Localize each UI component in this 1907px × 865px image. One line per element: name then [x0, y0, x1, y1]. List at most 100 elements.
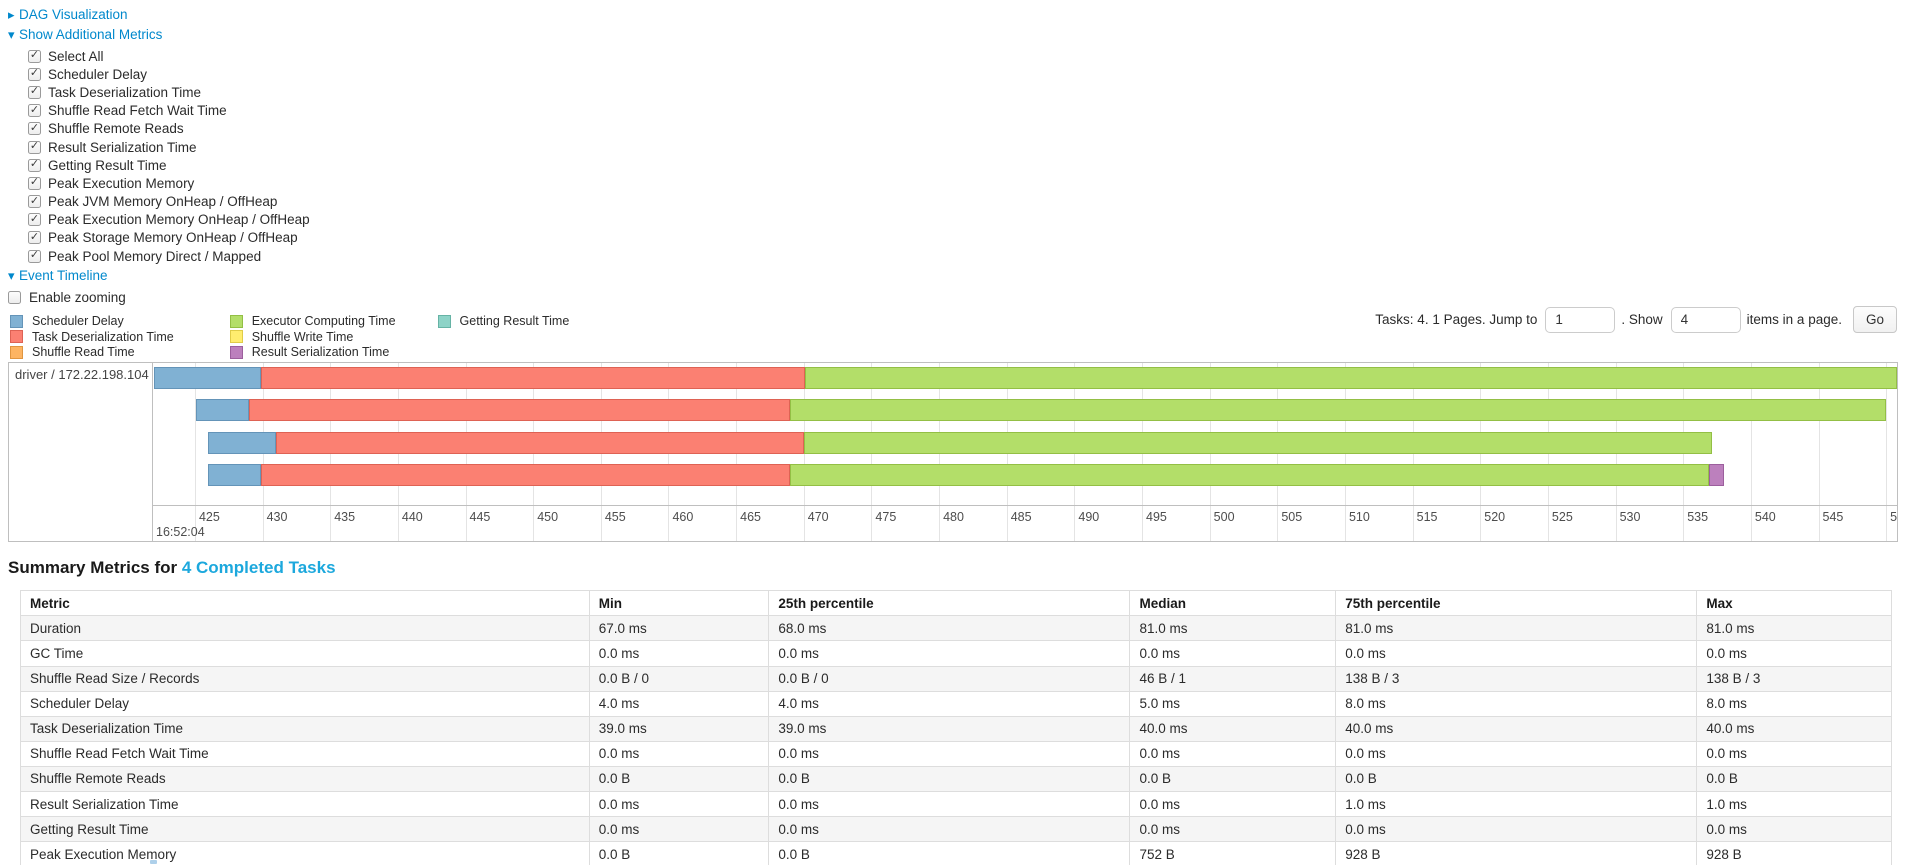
- checkbox-peak-execution-memory-onheap-offheap[interactable]: [28, 213, 41, 227]
- go-button[interactable]: Go: [1852, 306, 1897, 334]
- metric-value-cell: 0.0 ms: [1335, 740, 1698, 767]
- task-2-executor-computing-bar[interactable]: [803, 432, 1712, 455]
- checkbox-shuffle-read-fetch-wait-time[interactable]: [28, 104, 41, 118]
- task-1-scheduler-delay-bar[interactable]: [196, 399, 250, 422]
- axis-tick-label: 500: [1213, 510, 1235, 525]
- column-header-min: Min: [588, 590, 770, 617]
- table-row-getting-result-time: Getting Result Time 0.0 ms 0.0 ms 0.0 ms 0.0…: [20, 816, 1892, 843]
- table-row-gc-time: GC Time 0.0 ms 0.0 ms 0.0 ms 0.0 ms 0.0 ms: [20, 640, 1892, 667]
- metric-value-cell: 81.0 ms: [1696, 615, 1892, 642]
- axis-tick-label: 505: [1281, 510, 1303, 525]
- checkbox-label: Scheduler Delay: [48, 66, 148, 82]
- table-row-peak-execution-memory: Peak Execution Memory 0.0 B 0.0 B 752 B 928 …: [20, 841, 1892, 865]
- jump-to-page-input[interactable]: [1545, 306, 1616, 333]
- axis-tick-label: 470: [807, 510, 829, 525]
- axis-tick-label: 520: [1484, 510, 1506, 525]
- axis-tick-label: 425: [198, 510, 220, 525]
- task-0-executor-computing-bar[interactable]: [805, 367, 1897, 390]
- metric-value-cell: 138 B / 3: [1696, 665, 1892, 692]
- axis-tick-label: 495: [1146, 510, 1167, 525]
- summary-metrics-table: Metric Min 25th percentile Median 75th perce…: [20, 590, 1892, 865]
- axis-tick-label: 515: [1416, 510, 1438, 525]
- task-3-scheduler-delay-bar[interactable]: [208, 464, 262, 487]
- checkbox-select-all[interactable]: [28, 49, 41, 63]
- checkbox-task-deserialization-time[interactable]: [28, 85, 41, 99]
- metric-checkbox-row-peak-storage-memory-onheap-offheap: Peak Storage Memory OnHeap / OffHeap: [8, 229, 1899, 247]
- metric-value-cell: 752 B: [1129, 841, 1337, 865]
- axis-tick-label: 550: [1890, 510, 1897, 525]
- items-per-page-input[interactable]: [1670, 306, 1741, 333]
- axis-tick-label: 460: [672, 510, 694, 525]
- legend-item-shuffle-write: Shuffle Write Time: [229, 329, 396, 345]
- metric-value-cell: 0.0 ms: [588, 740, 770, 767]
- metric-value-cell: 0.0 ms: [768, 816, 1131, 843]
- table-row-shuffle-read-size-records: Shuffle Read Size / Records 0.0 B / 0 0.0 …: [20, 665, 1892, 692]
- axis-tick-label: 525: [1551, 510, 1573, 525]
- checkbox-getting-result-time[interactable]: [28, 158, 41, 172]
- checkbox-label: Peak Storage Memory OnHeap / OffHeap: [48, 230, 298, 246]
- metric-name-cell: Duration: [20, 615, 590, 642]
- metric-value-cell: 928 B: [1696, 841, 1892, 865]
- metric-value-cell: 0.0 ms: [768, 640, 1131, 667]
- metric-value-cell: 0.0 B: [1129, 765, 1337, 793]
- completed-tasks-link[interactable]: 4 Completed Tasks: [181, 558, 336, 578]
- metric-checkbox-row-shuffle-remote-reads: Shuffle Remote Reads: [8, 120, 1899, 138]
- table-row-shuffle-remote-reads: Shuffle Remote Reads 0.0 B 0.0 B 0.0 B 0.0 B…: [20, 765, 1892, 793]
- checkbox-scheduler-delay[interactable]: [28, 67, 41, 81]
- task-2-scheduler-delay-bar[interactable]: [208, 432, 277, 455]
- pagination-mid: . Show: [1621, 312, 1663, 328]
- timeline-group-column: driver / 172.22.198.104: [9, 363, 153, 542]
- task-2-task-deserialization-bar[interactable]: [276, 432, 804, 455]
- metric-name-cell: GC Time: [20, 640, 590, 667]
- executor-group-label: driver / 172.22.198.104: [15, 367, 149, 383]
- cutoff-element: [150, 860, 157, 864]
- task-1-task-deserialization-bar[interactable]: [249, 399, 791, 422]
- pagination-prefix: Tasks: 4. 1 Pages. Jump to: [1375, 312, 1538, 328]
- executor-computing-swatch-icon: [229, 314, 243, 328]
- task-1-executor-computing-bar[interactable]: [790, 399, 1887, 422]
- checkbox-label: Task Deserialization Time: [48, 84, 202, 100]
- checkbox-peak-pool-memory-direct-mapped[interactable]: [28, 249, 41, 263]
- show-additional-metrics-toggle[interactable]: ▾ Show Additional Metrics: [8, 27, 1899, 42]
- legend-label: Shuffle Write Time: [251, 329, 354, 344]
- metric-checkbox-row-peak-pool-memory-direct-mapped: Peak Pool Memory Direct / Mapped: [8, 247, 1899, 265]
- checkbox-shuffle-remote-reads[interactable]: [28, 122, 41, 136]
- metric-value-cell: 0.0 ms: [1129, 740, 1337, 767]
- task-3-executor-computing-bar[interactable]: [790, 464, 1709, 487]
- task-3-result-serialization-bar[interactable]: [1708, 464, 1724, 487]
- timeline-legend: Scheduler Delay Task Deserialization Time…: [10, 313, 1899, 360]
- metric-value-cell: 928 B: [1335, 841, 1698, 865]
- metric-value-cell: 0.0 ms: [1696, 740, 1892, 767]
- metric-checkbox-row-peak-jvm-memory-onheap-offheap: Peak JVM Memory OnHeap / OffHeap: [8, 193, 1899, 211]
- metric-value-cell: 0.0 ms: [588, 790, 770, 818]
- legend-label: Shuffle Read Time: [32, 345, 135, 360]
- checkbox-label: Peak Pool Memory Direct / Mapped: [48, 248, 262, 264]
- event-timeline-toggle[interactable]: ▾ Event Timeline: [8, 268, 1899, 283]
- task-3-task-deserialization-bar[interactable]: [261, 464, 791, 487]
- metric-value-cell: 0.0 ms: [1129, 816, 1337, 843]
- column-header-25th-percentile: 25th percentile: [768, 590, 1131, 617]
- metric-value-cell: 0.0 B: [1335, 765, 1698, 793]
- event-timeline-chart: driver / 172.22.198.104 425 430 435 440 445 4…: [8, 362, 1898, 543]
- task-0-scheduler-delay-bar[interactable]: [154, 367, 262, 390]
- gridline: [1818, 363, 1820, 542]
- legend-item-getting-result: Getting Result Time: [437, 313, 569, 329]
- task-0-task-deserialization-bar[interactable]: [261, 367, 806, 390]
- axis-tick-label: 480: [943, 510, 964, 525]
- legend-column: Getting Result Time: [437, 313, 569, 360]
- metric-value-cell: 0.0 ms: [588, 640, 770, 667]
- metric-checkbox-row-peak-execution-memory: Peak Execution Memory: [8, 174, 1899, 192]
- checkbox-label: Shuffle Read Fetch Wait Time: [48, 103, 227, 119]
- metric-value-cell: 8.0 ms: [1696, 690, 1892, 717]
- enable-zooming-row: Enable zooming: [8, 288, 1899, 306]
- scheduler-delay-swatch-icon: [10, 314, 23, 328]
- dag-visualization-toggle[interactable]: ▸ DAG Visualization: [8, 7, 1899, 22]
- enable-zooming-checkbox[interactable]: [8, 290, 21, 304]
- checkbox-peak-jvm-memory-onheap-offheap[interactable]: [28, 195, 41, 209]
- checkbox-peak-execution-memory[interactable]: [28, 176, 41, 190]
- axis-tick-label: 545: [1822, 510, 1844, 525]
- column-header-metric: Metric: [20, 590, 590, 617]
- checkbox-label: Select All: [48, 48, 104, 64]
- checkbox-result-serialization-time[interactable]: [28, 140, 41, 154]
- checkbox-peak-storage-memory-onheap-offheap[interactable]: [28, 231, 41, 245]
